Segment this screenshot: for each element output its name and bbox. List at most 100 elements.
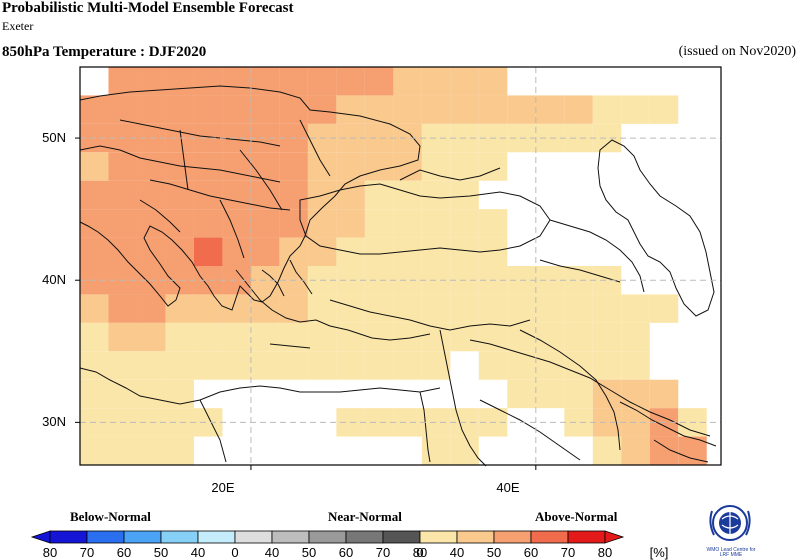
legend-tick-label: 0 [231, 545, 239, 560]
probability-cell [336, 209, 365, 238]
legend-swatch-above [456, 530, 495, 544]
probability-cell [336, 67, 365, 96]
probability-cell [421, 237, 451, 266]
probability-cell [279, 351, 308, 380]
probability-cell [364, 294, 394, 323]
probability-cell [193, 180, 223, 210]
probability-cell [450, 180, 479, 210]
probability-cell [364, 152, 394, 181]
probability-cell [450, 152, 479, 181]
probability-cell [336, 180, 365, 210]
probability-cell [621, 322, 650, 352]
probability-cell [193, 351, 223, 380]
probability-cell [364, 237, 394, 266]
probability-cell [450, 67, 479, 96]
probability-cell [108, 67, 137, 96]
issued-date: (issued on Nov2020) [678, 44, 796, 59]
legend-tick-label: 80 [412, 545, 428, 560]
probability-cell [564, 266, 593, 295]
probability-cell [279, 152, 308, 181]
probability-cell [364, 266, 394, 295]
chart-subtitle: Exeter [2, 19, 34, 33]
probability-cell [336, 351, 365, 380]
probability-cell [478, 351, 508, 380]
probability-cell [279, 67, 308, 96]
lat-label-50n: 50N [42, 130, 66, 145]
probability-cell [307, 152, 337, 181]
probability-cell [108, 152, 137, 181]
probability-cell [364, 95, 394, 124]
probability-cell [250, 351, 280, 380]
lat-label-40n: 40N [42, 272, 66, 287]
legend-tick-label: 0 [416, 545, 424, 560]
probability-cell [307, 209, 337, 238]
probability-cell [136, 379, 166, 409]
probability-cell [307, 294, 337, 323]
probability-cell [165, 436, 194, 465]
map-frame [79, 66, 722, 466]
probability-cell [80, 294, 109, 323]
probability-cell [649, 379, 679, 409]
probability-cell [564, 95, 593, 124]
probability-cell [364, 408, 394, 437]
probability-cell [165, 180, 194, 210]
probability-cell [535, 379, 565, 409]
probability-cell [193, 67, 223, 96]
probability-cell [222, 67, 251, 96]
probability-cell [222, 322, 251, 352]
probability-cell [421, 67, 451, 96]
legend-tick-label: 60 [523, 545, 539, 560]
wmo-logo-icon [709, 505, 751, 541]
probability-cell [80, 351, 109, 380]
probability-cell [564, 123, 593, 153]
probability-cell [393, 408, 422, 437]
variable-title: 850hPa Temperature : DJF2020 [2, 44, 207, 60]
probability-cell [450, 95, 479, 124]
probability-cell [136, 351, 166, 380]
probability-cell [535, 95, 565, 124]
probability-cell [193, 95, 223, 124]
legend-tick-label: 70 [79, 545, 95, 560]
probability-cell [80, 95, 109, 124]
probability-cell [193, 237, 223, 266]
probability-cell [108, 95, 137, 124]
probability-cell [279, 294, 308, 323]
legend-tick-label: 80 [597, 545, 613, 560]
probability-cell [421, 180, 451, 210]
probability-cell [364, 209, 394, 238]
probability-cell [193, 408, 223, 437]
legend-unit: [%] [649, 545, 669, 560]
probability-cell [621, 95, 650, 124]
probability-cell [222, 95, 251, 124]
probability-cell [136, 436, 166, 465]
legend-left-arrow [30, 530, 51, 544]
probability-cell [592, 322, 622, 352]
probability-cell [592, 266, 622, 295]
probability-cell [478, 152, 508, 181]
legend-tick-label: 40 [449, 545, 465, 560]
legend-right-arrow [604, 530, 625, 544]
probability-cell [136, 322, 166, 352]
probability-cell [421, 436, 451, 465]
probability-cell [108, 180, 137, 210]
probability-cell [80, 436, 109, 465]
probability-cell [250, 209, 280, 238]
legend-swatch-near [382, 530, 421, 544]
probability-cell [136, 180, 166, 210]
probability-cell [80, 209, 109, 238]
probability-cell [136, 152, 166, 181]
probability-cell [450, 436, 479, 465]
probability-cell [136, 95, 166, 124]
legend-swatch-below [123, 530, 162, 544]
legend-tick-label: 40 [190, 545, 206, 560]
legend-swatch-below [49, 530, 88, 544]
probability-cell [165, 294, 194, 323]
probability-cell [393, 351, 422, 380]
coastlines [79, 85, 717, 467]
probability-cell [307, 237, 337, 266]
probability-cell [478, 95, 508, 124]
legend-swatch-near [308, 530, 347, 544]
probability-cell [592, 351, 622, 380]
probability-cell [393, 209, 422, 238]
